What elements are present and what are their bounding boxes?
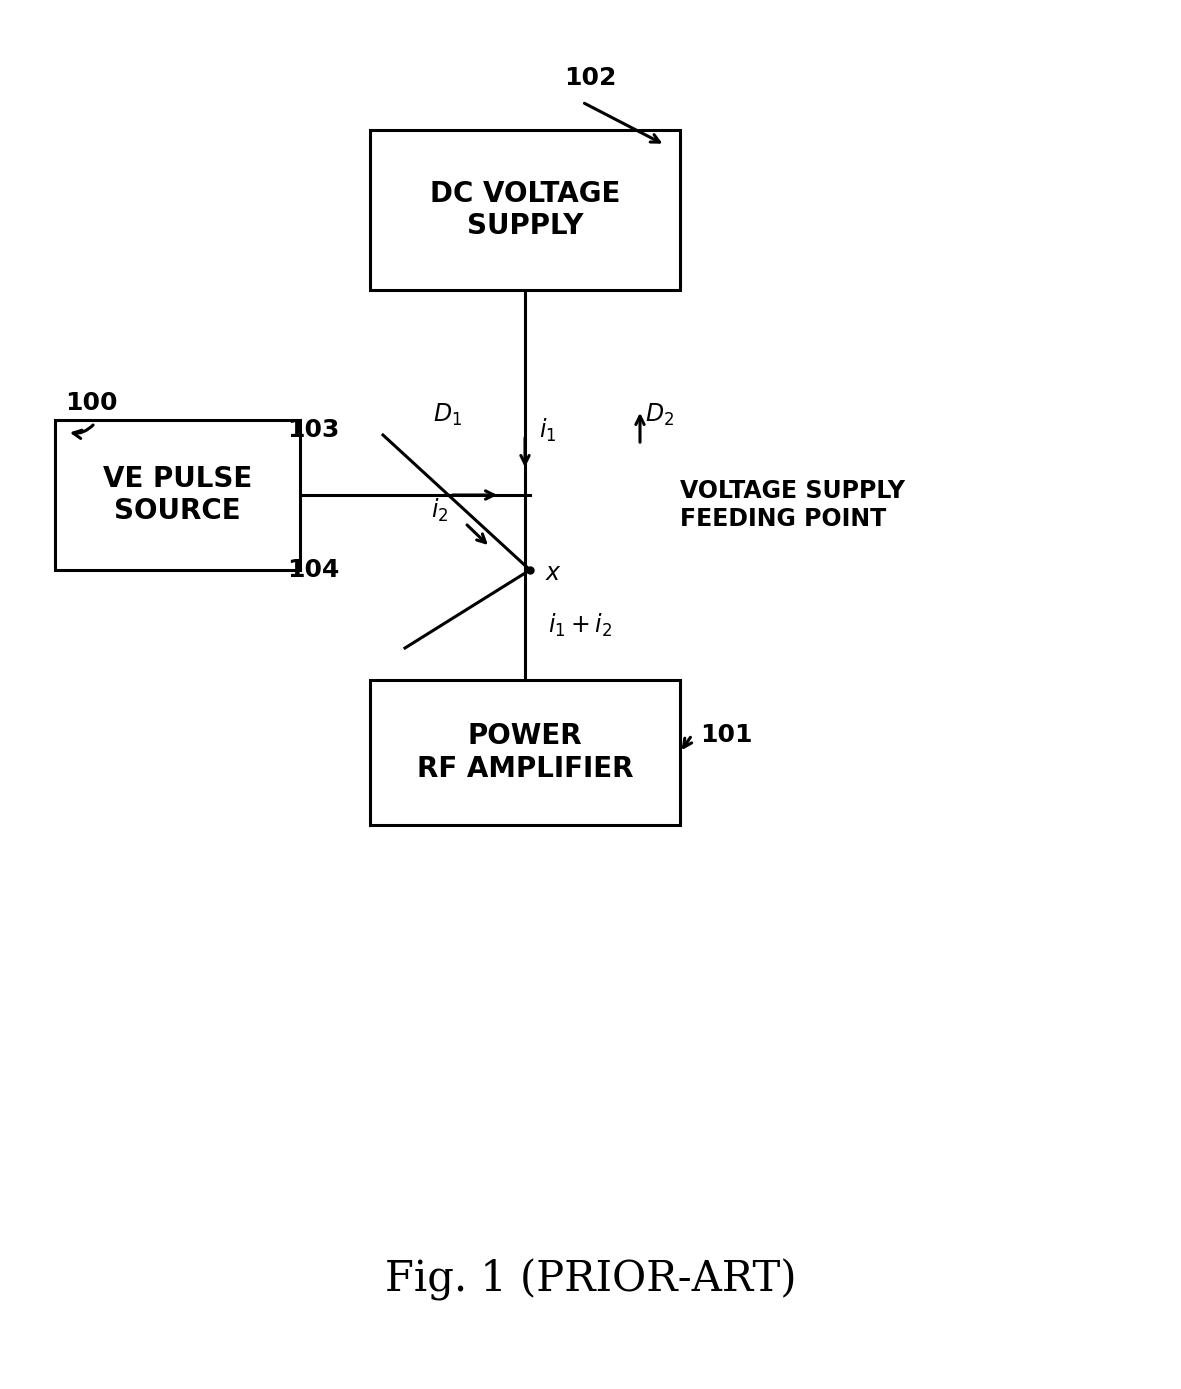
Text: $i_1$: $i_1$	[540, 417, 556, 443]
Text: $x$: $x$	[544, 561, 562, 585]
Text: DC VOLTAGE
SUPPLY: DC VOLTAGE SUPPLY	[430, 179, 620, 240]
Text: 100: 100	[65, 390, 117, 415]
Text: VE PULSE
SOURCE: VE PULSE SOURCE	[103, 465, 252, 525]
Bar	[370, 681, 680, 825]
Text: 101: 101	[700, 724, 752, 747]
Text: $D_2$: $D_2$	[646, 401, 674, 428]
Text: POWER
RF AMPLIFIER: POWER RF AMPLIFIER	[417, 722, 633, 782]
Text: 102: 102	[563, 67, 616, 90]
Text: $D_1$: $D_1$	[433, 401, 463, 428]
Text: 104: 104	[288, 558, 340, 582]
Text: Fig. 1 (PRIOR-ART): Fig. 1 (PRIOR-ART)	[385, 1258, 796, 1301]
Text: $i_2$: $i_2$	[431, 496, 449, 524]
Text: $i_1 +i_2$: $i_1 +i_2$	[548, 611, 612, 639]
Bar	[56, 419, 300, 569]
Text: 103: 103	[288, 418, 340, 442]
Bar	[370, 131, 680, 290]
Text: VOLTAGE SUPPLY
FEEDING POINT: VOLTAGE SUPPLY FEEDING POINT	[680, 479, 905, 531]
